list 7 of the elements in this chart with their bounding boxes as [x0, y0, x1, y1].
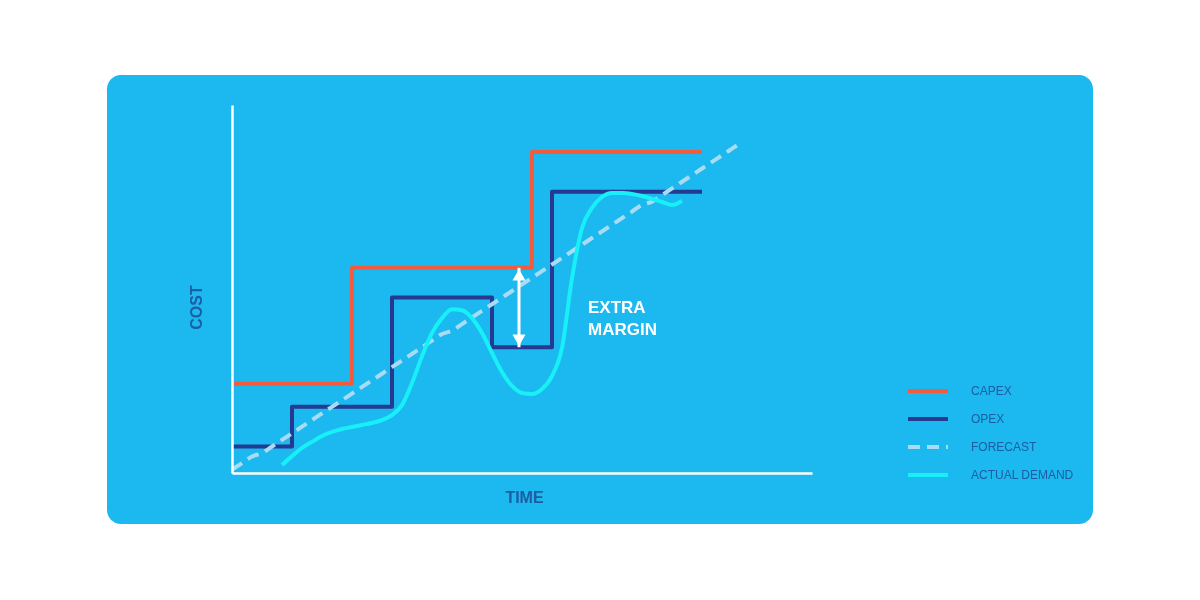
annotation: EXTRA MARGIN	[588, 297, 657, 339]
legend-label: ACTUAL DEMAND	[971, 468, 1074, 482]
x-axis-title: TIME	[505, 488, 544, 506]
legend-label: FORECAST	[971, 440, 1038, 454]
legend-label: OPEX	[971, 412, 1005, 426]
legend-label: CAPEX	[971, 384, 1012, 398]
y-axis-title: COST	[187, 285, 205, 330]
